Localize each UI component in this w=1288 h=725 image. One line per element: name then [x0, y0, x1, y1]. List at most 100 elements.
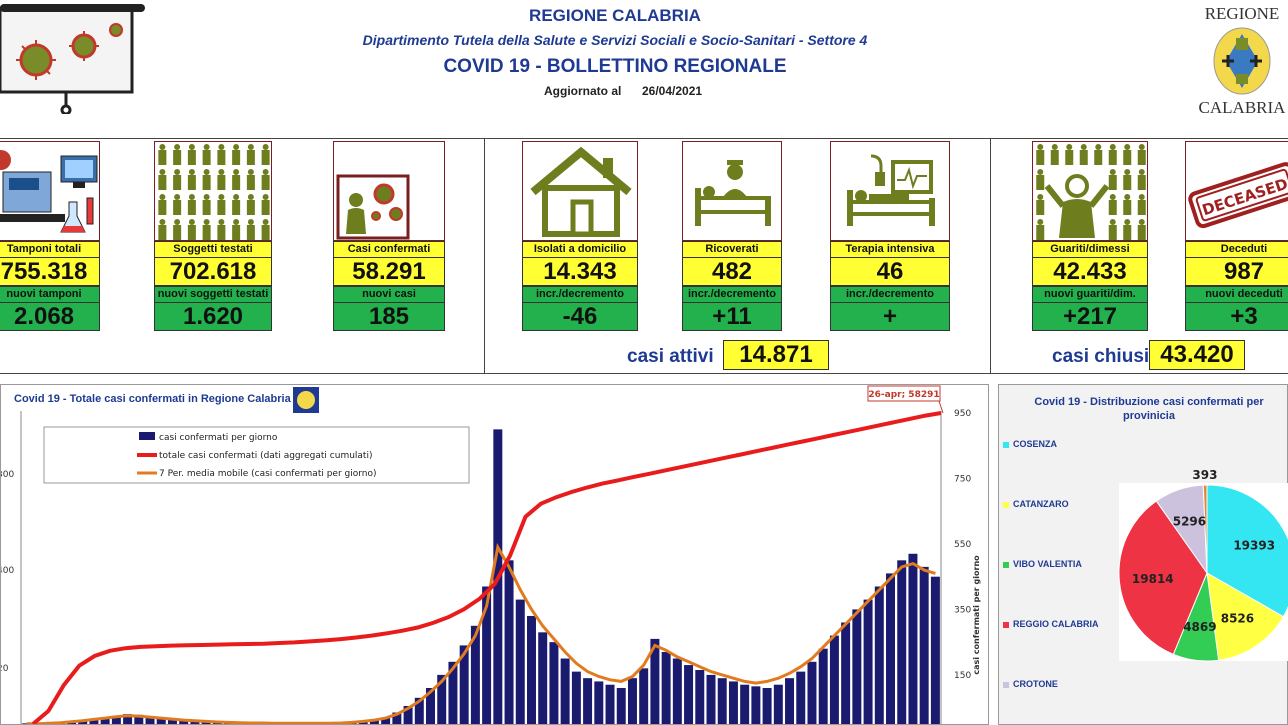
card-sub-label: nuovi soggetti testati — [154, 286, 272, 303]
daily-cases-bar — [369, 720, 379, 724]
daily-cases-bar — [672, 658, 682, 724]
person-icon — [1066, 144, 1073, 150]
person-icon — [247, 194, 254, 200]
card-isolati: Isolati a domicilio 14.343 incr./decreme… — [522, 141, 638, 331]
daily-cases-bar — [482, 586, 492, 724]
card-delta: +217 — [1032, 303, 1148, 331]
daily-cases-bar — [167, 719, 177, 724]
pie-value-label: 8526 — [1221, 611, 1254, 625]
person-icon — [203, 169, 210, 175]
legend-label: CATANZARO — [1013, 499, 1069, 509]
person-icon — [1137, 225, 1146, 240]
daily-cases-bar — [695, 669, 705, 724]
pie-legend-item: CROTONE — [1003, 679, 1058, 689]
active-cases-label: casi attivi — [627, 346, 714, 367]
person-icon — [158, 175, 167, 190]
person-icon — [1109, 169, 1116, 175]
daily-cases-bar — [538, 632, 548, 724]
person-icon — [1036, 225, 1045, 240]
person-icon — [1123, 175, 1132, 190]
daily-cases-bar — [841, 622, 851, 724]
person-icon — [217, 175, 226, 190]
card-delta: +11 — [682, 303, 782, 331]
person-icon — [246, 150, 255, 165]
updated-date: 26/04/2021 — [642, 84, 703, 98]
legend-entry: casi confermati per giorno — [159, 433, 278, 443]
person-icon — [1050, 150, 1059, 165]
person-icon — [1109, 144, 1116, 150]
person-icon — [1059, 199, 1095, 238]
card-ricoverati: Ricoverati 482 incr./decremento +11 — [682, 141, 782, 331]
province-pie-panel: Covid 19 - Distribuzione casi confermati… — [998, 384, 1288, 725]
legend-label: REGGIO CALABRIA — [1013, 619, 1099, 629]
card-sub-label: nuovi deceduti — [1185, 286, 1288, 303]
person-icon — [247, 219, 254, 225]
daily-cases-bar — [863, 599, 873, 724]
region-emblem-icon — [1213, 27, 1271, 95]
daily-cases-bar — [123, 714, 133, 724]
person-icon — [246, 175, 255, 190]
logo-bottom-text: CALABRIA — [1198, 98, 1286, 117]
person-icon — [159, 219, 166, 225]
person-icon — [1109, 194, 1116, 200]
person-icon — [1137, 175, 1146, 190]
person-icon — [1094, 150, 1103, 165]
pie-slice — [1206, 484, 1288, 618]
card-tamponi: Tamponi totali 755.318 nuovi tamponi 2.0… — [0, 141, 100, 331]
person-icon — [1124, 219, 1131, 225]
right-tick-label: 350 — [954, 605, 971, 615]
divider — [484, 138, 485, 374]
person-icon — [1124, 169, 1131, 175]
daily-cases-bar — [717, 678, 727, 724]
annotation-pointer — [938, 400, 944, 414]
person-icon — [1037, 169, 1044, 175]
card-value: 46 — [830, 258, 950, 286]
cases-chart: 950 750 550 350 150 300 400 20 casi confermati p… — [0, 385, 981, 725]
person-icon — [247, 169, 254, 175]
card-value: 987 — [1185, 258, 1288, 286]
card-casi: Casi confermati 58.291 nuovi casi 185 — [333, 141, 445, 331]
daily-cases-bar — [560, 658, 570, 724]
hospital-bed-icon — [695, 160, 771, 226]
department-name: Dipartimento Tutela della Salute e Servi… — [362, 32, 868, 48]
person-icon — [174, 144, 181, 150]
card-delta: -46 — [522, 303, 638, 331]
region-badge-icon — [297, 391, 315, 409]
daily-cases-bar — [773, 684, 783, 724]
person-icon — [1108, 175, 1117, 190]
legend-swatch — [1003, 501, 1009, 508]
daily-cases-bar — [145, 716, 155, 724]
right-axis-label: casi confermati per giorno — [972, 555, 981, 675]
card-label: Soggetti testati — [154, 241, 272, 258]
right-tick-label: 150 — [954, 671, 971, 681]
daily-cases-bar — [684, 665, 694, 724]
legend-entry: 7 Per. media mobile (casi confermati per… — [159, 469, 377, 479]
daily-cases-bar — [426, 687, 435, 724]
cases-chart-panel: Covid 19 - Totale casi confermati in Reg… — [0, 384, 989, 725]
person-icon — [262, 194, 269, 200]
person-icon — [1123, 225, 1132, 240]
person-icon — [1108, 225, 1117, 240]
pie-slice — [1118, 500, 1208, 655]
card-sub-label: incr./decremento — [682, 286, 782, 303]
daily-cases-bar — [740, 684, 750, 724]
person-icon — [187, 225, 196, 240]
person-icon — [261, 200, 270, 215]
person-icon — [233, 194, 240, 200]
person-icon — [261, 225, 270, 240]
person-icon — [262, 169, 269, 175]
card-value: 755.318 — [0, 258, 100, 286]
person-icon — [202, 150, 211, 165]
daily-cases-bar — [930, 576, 940, 724]
person-icon — [246, 225, 255, 240]
person-icon — [202, 200, 211, 215]
house-icon — [530, 146, 632, 237]
person-icon — [1108, 200, 1117, 215]
pie-title: Covid 19 - Distribuzione casi confermati… — [1034, 396, 1264, 422]
person-icon — [174, 194, 181, 200]
person-icon — [261, 150, 270, 165]
person-icon — [159, 144, 166, 150]
daily-cases-bar — [627, 678, 637, 724]
person-icon — [173, 200, 182, 215]
